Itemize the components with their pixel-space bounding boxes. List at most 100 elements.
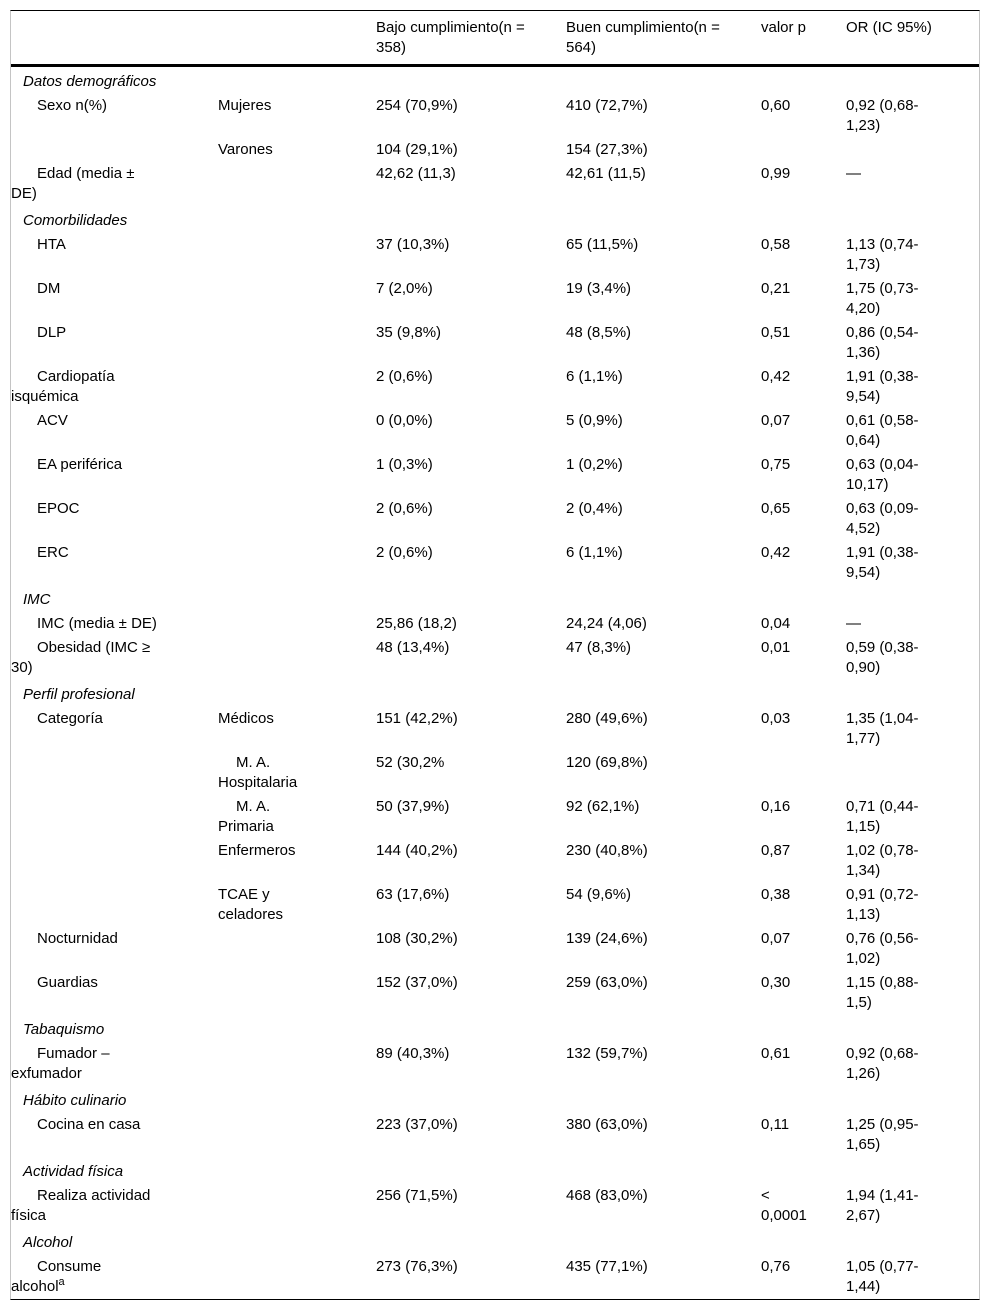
row-label-text: IMC (media ± DE) [37,615,157,632]
bajo-cumplimiento-value-cell: 1 (0,3%) [376,453,566,497]
p-value-cell: < 0,0001 [761,1184,846,1228]
bajo-cumplimiento-value-cell: 104 (29,1%) [376,138,566,162]
row-label-cell [11,138,218,162]
table-row: Consume alcohola 273 (76,3%) 435 (77,1%) 0,… [11,1255,979,1299]
header-buen-cumplimiento: Buen cumplimiento(n = 564) [566,11,761,67]
section-row: Alcohol [11,1228,979,1255]
section-label: Tabaquismo [23,1021,105,1038]
or-value-cell: 0,59 (0,38- 0,90) [846,636,979,680]
p-value-text: < 0,0001 [761,1187,807,1224]
bajo-cumplimiento-value-cell: 89 (40,3%) [376,1042,566,1086]
buen-cumplimiento-value-text: 24,24 (4,06) [566,615,647,632]
or-value-text: 0,63 (0,09- 4,52) [846,500,919,537]
row-sublabel-cell [218,162,376,206]
or-value-cell: 1,94 (1,41- 2,67) [846,1184,979,1228]
section-label: Datos demográficos [23,73,157,90]
row-label-text: Fumador – exfumador [11,1045,110,1082]
table-row: Sexo n(%) Mujeres 254 (70,9%) 410 (72,7%) 0,… [11,94,979,138]
p-value-cell: 0,38 [761,883,846,927]
or-value-text: 1,91 (0,38- 9,54) [846,544,919,581]
bajo-cumplimiento-value-text: 2 (0,6%) [376,544,433,561]
bajo-cumplimiento-value-cell: 0 (0,0%) [376,409,566,453]
bajo-cumplimiento-value-cell: 63 (17,6%) [376,883,566,927]
row-label-cell: IMC (media ± DE) [11,612,218,636]
bajo-cumplimiento-value-cell: 37 (10,3%) [376,233,566,277]
p-value-cell: 0,65 [761,497,846,541]
row-sublabel-cell: M. A. Primaria [218,795,376,839]
section-label: IMC [23,591,51,608]
bajo-cumplimiento-value-text: 42,62 (11,3) [376,165,456,182]
buen-cumplimiento-value-text: 54 (9,6%) [566,886,632,903]
row-label-text: Obesidad (IMC ≥ 30) [11,639,151,676]
p-value-text: 0,99 [761,165,791,182]
row-sublabel-text: Médicos [218,710,274,727]
or-value-cell: 0,86 (0,54- 1,36) [846,321,979,365]
row-label-cell: ERC [11,541,218,585]
p-value-text: 0,87 [761,842,791,859]
row-label-cell: Categoría [11,707,218,751]
row-label-text: Realiza actividad física [11,1187,151,1224]
buen-cumplimiento-value-cell: 6 (1,1%) [566,365,761,409]
row-label-cell: DM [11,277,218,321]
row-label-cell: Cocina en casa [11,1113,218,1157]
bajo-cumplimiento-value-text: 2 (0,6%) [376,500,433,517]
bajo-cumplimiento-value-cell: 2 (0,6%) [376,497,566,541]
table-row: M. A. Primaria 50 (37,9%) 92 (62,1%) 0,16 0,… [11,795,979,839]
bajo-cumplimiento-value-cell: 223 (37,0%) [376,1113,566,1157]
p-value-text: 0,01 [761,639,791,656]
p-value-text: 0,03 [761,710,791,727]
p-value-cell: 0,01 [761,636,846,680]
buen-cumplimiento-value-text: 410 (72,7%) [566,97,648,114]
buen-cumplimiento-value-text: 92 (62,1%) [566,798,640,815]
table-row: HTA 37 (10,3%) 65 (11,5%) 0,58 1,13 (0,74- 1… [11,233,979,277]
row-label-text: Edad (media ± DE) [11,165,135,202]
row-sublabel-cell [218,409,376,453]
buen-cumplimiento-value-cell: 54 (9,6%) [566,883,761,927]
row-sublabel-cell [218,277,376,321]
header-valor-p: valor p [761,11,846,67]
p-value-text: 0,75 [761,456,791,473]
row-sublabel-cell: Enfermeros [218,839,376,883]
comparison-table-container: Bajo cumplimiento(n = 358) Buen cumplimi… [10,10,980,1300]
or-value-text: 0,59 (0,38- 0,90) [846,639,919,676]
buen-cumplimiento-value-cell: 410 (72,7%) [566,94,761,138]
table-row: IMC (media ± DE) 25,86 (18,2) 24,24 (4,06)… [11,612,979,636]
row-label-text: Guardias [37,974,98,991]
row-label-text: ACV [37,412,68,429]
bajo-cumplimiento-value-text: 273 (76,3%) [376,1258,458,1275]
row-sublabel-cell [218,927,376,971]
buen-cumplimiento-value-cell: 280 (49,6%) [566,707,761,751]
buen-cumplimiento-value-text: 2 (0,4%) [566,500,623,517]
bajo-cumplimiento-value-text: 1 (0,3%) [376,456,433,473]
or-value-text: 1,94 (1,41- 2,67) [846,1187,919,1224]
or-value-text: 1,35 (1,04- 1,77) [846,710,919,747]
or-value-cell: 1,75 (0,73- 4,20) [846,277,979,321]
row-label-text: EA periférica [37,456,123,473]
buen-cumplimiento-value-text: 380 (63,0%) [566,1116,648,1133]
section-label: Alcohol [23,1234,73,1251]
p-value-cell: 0,76 [761,1255,846,1299]
section-row: IMC [11,585,979,612]
buen-cumplimiento-value-cell: 19 (3,4%) [566,277,761,321]
buen-cumplimiento-value-cell: 380 (63,0%) [566,1113,761,1157]
or-value-text: 0,63 (0,04- 10,17) [846,456,919,493]
bajo-cumplimiento-value-text: 144 (40,2%) [376,842,458,859]
or-value-text: 0,92 (0,68- 1,26) [846,1045,919,1082]
buen-cumplimiento-value-text: 132 (59,7%) [566,1045,648,1062]
table-row: EA periférica 1 (0,3%) 1 (0,2%) 0,75 0,63 (0… [11,453,979,497]
or-value-text: 1,15 (0,88- 1,5) [846,974,919,1011]
bajo-cumplimiento-value-text: 0 (0,0%) [376,412,433,429]
row-label-text: Consume alcohol [11,1258,102,1295]
p-value-cell: 0,16 [761,795,846,839]
buen-cumplimiento-value-text: 280 (49,6%) [566,710,648,727]
or-value-text: 1,13 (0,74- 1,73) [846,236,919,273]
or-value-cell [846,138,979,162]
section-header-cell: Hábito culinario [11,1086,979,1113]
buen-cumplimiento-value-text: 6 (1,1%) [566,544,623,561]
p-value-text: 0,16 [761,798,791,815]
buen-cumplimiento-value-text: 120 (69,8%) [566,754,648,771]
row-label-cell: Consume alcohola [11,1255,218,1299]
or-value-cell: 0,71 (0,44- 1,15) [846,795,979,839]
row-sublabel-cell [218,497,376,541]
bajo-cumplimiento-value-text: 151 (42,2%) [376,710,458,727]
